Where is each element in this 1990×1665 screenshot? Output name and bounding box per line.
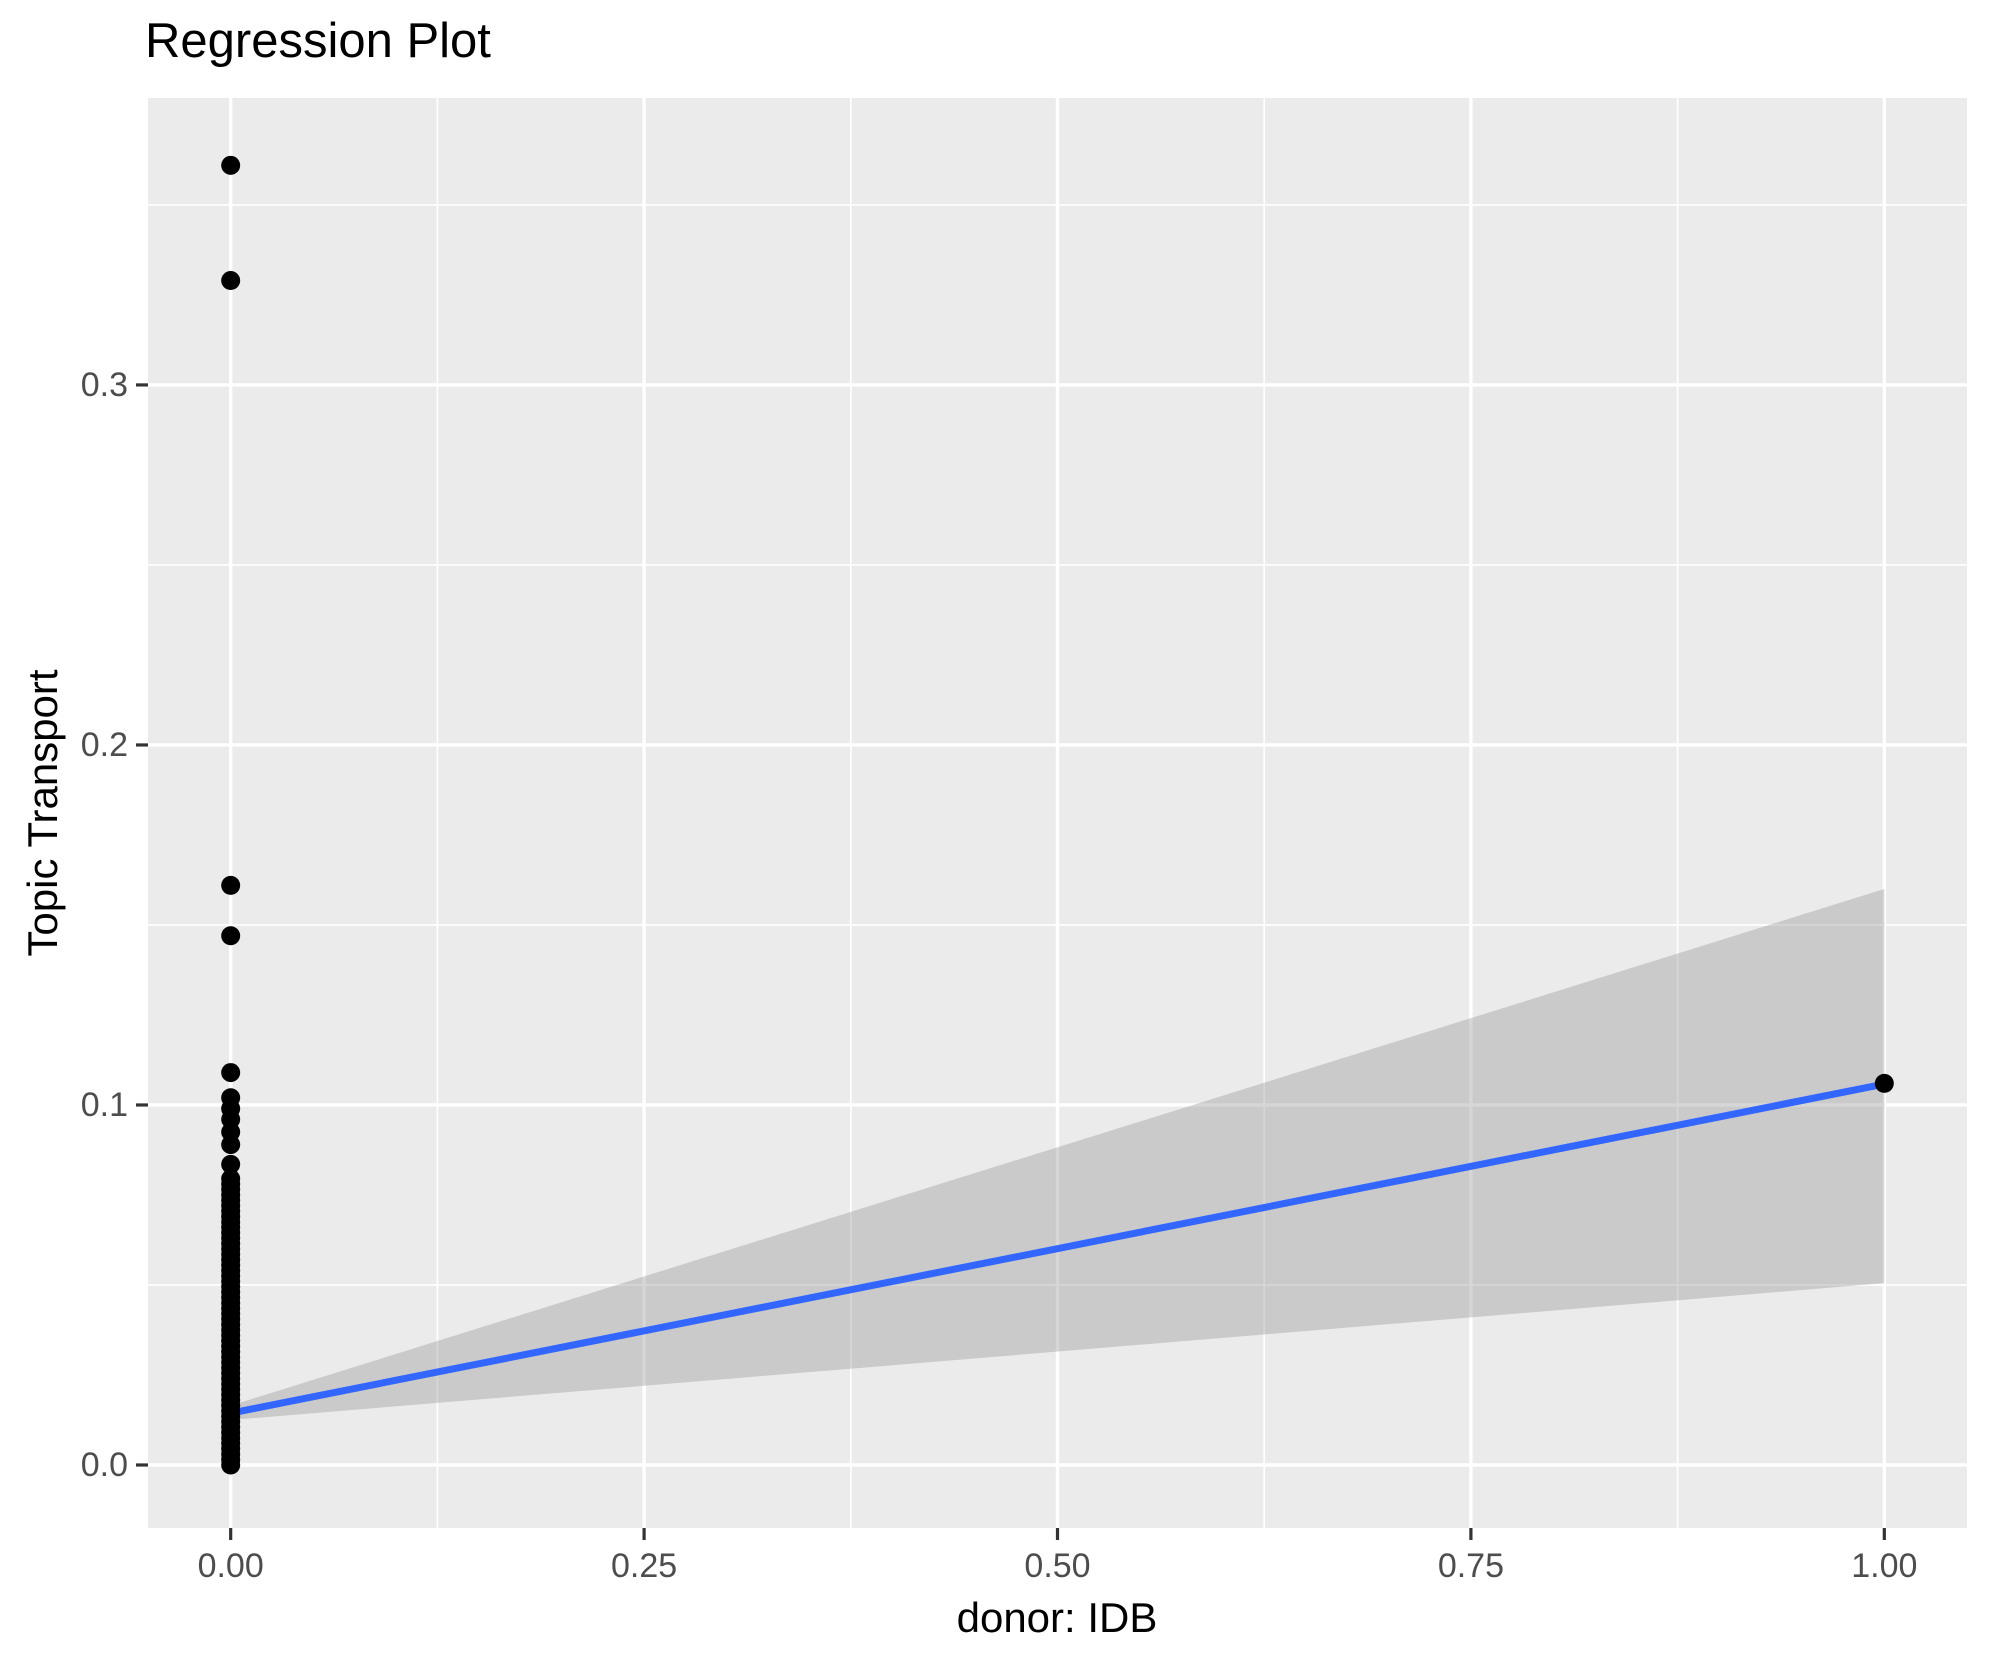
chart-title: Regression Plot	[145, 14, 491, 68]
data-point	[221, 1063, 241, 1083]
data-point	[221, 926, 241, 946]
y-tick-label: 0.2	[80, 725, 128, 764]
y-tick-label: 0.0	[80, 1445, 128, 1484]
data-point	[221, 1135, 241, 1155]
y-tick-label: 0.1	[80, 1085, 128, 1124]
y-tick-label: 0.3	[80, 365, 128, 404]
x-tick-label: 1.00	[1851, 1547, 1918, 1585]
confidence-band	[230, 888, 1885, 1420]
data-point	[221, 155, 241, 175]
x-tick-label: 0.50	[1024, 1547, 1091, 1585]
data-point	[221, 1154, 241, 1174]
x-tick-label: 0.00	[197, 1547, 264, 1585]
regression-line	[229, 1080, 1886, 1417]
y-axis-title: Topic Transport	[19, 669, 66, 957]
data-point	[221, 271, 241, 291]
x-tick-label: 0.75	[1437, 1547, 1504, 1585]
x-tick-label: 0.25	[610, 1547, 678, 1585]
data-point	[1874, 1073, 1894, 1093]
data-point	[221, 875, 241, 895]
x-axis-title: donor: IDB	[956, 1594, 1158, 1641]
data-point	[221, 1455, 241, 1475]
